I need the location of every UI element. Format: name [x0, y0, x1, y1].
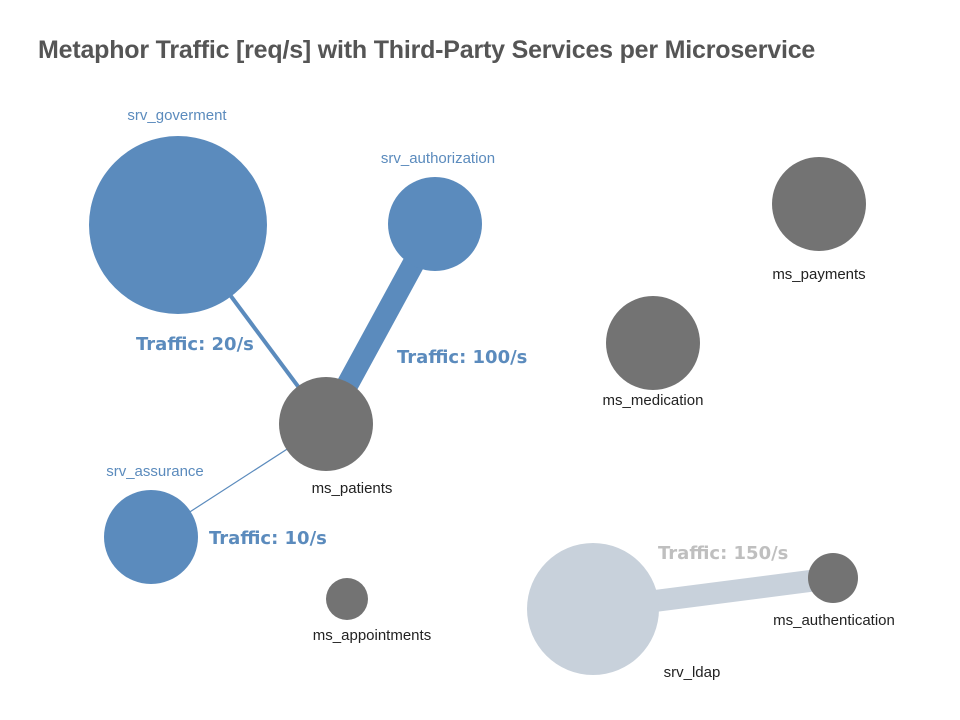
node-srv-goverment[interactable] [89, 136, 267, 314]
label-ms-medication: ms_medication [603, 392, 704, 409]
label-srv-ldap: srv_ldap [664, 664, 721, 681]
label-srv-assurance: srv_assurance [106, 463, 204, 480]
label-ms-appointments: ms_appointments [313, 627, 431, 644]
node-srv-ldap[interactable] [527, 543, 659, 675]
node-ms-patients[interactable] [279, 377, 373, 471]
label-srv-authorization: srv_authorization [381, 150, 495, 167]
traffic-label-goverment-patients: Traffic: 20/s [136, 334, 254, 355]
label-ms-payments: ms_payments [772, 266, 865, 283]
node-srv-authorization[interactable] [388, 177, 482, 271]
label-ms-patients: ms_patients [312, 480, 393, 497]
traffic-label-authorization-patients: Traffic: 100/s [397, 347, 527, 368]
diagram-title: Metaphor Traffic [req/s] with Third-Part… [38, 36, 816, 64]
label-ms-authentication: ms_authentication [773, 612, 895, 629]
label-srv-goverment: srv_goverment [127, 107, 227, 124]
traffic-label-assurance-patients: Traffic: 10/s [209, 528, 327, 549]
node-ms-payments[interactable] [772, 157, 866, 251]
node-ms-appointments[interactable] [326, 578, 368, 620]
node-srv-assurance[interactable] [104, 490, 198, 584]
node-ms-medication[interactable] [606, 296, 700, 390]
node-ms-authentication[interactable] [808, 553, 858, 603]
traffic-label-ldap-authentication: Traffic: 150/s [658, 543, 788, 564]
